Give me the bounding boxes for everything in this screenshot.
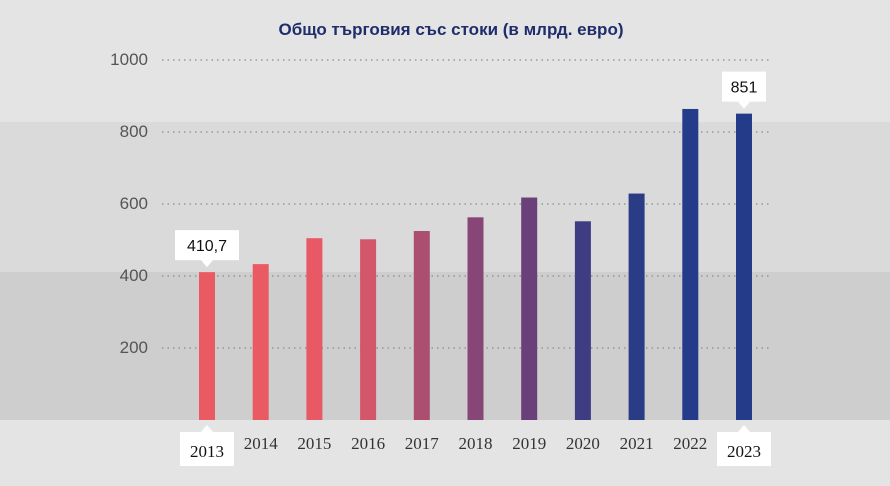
y-tick-label: 1000	[110, 50, 148, 69]
data-label: 410,7	[187, 238, 227, 255]
x-label-highlight-box	[180, 432, 234, 466]
x-tick-label: 2016	[351, 434, 385, 453]
y-tick-label: 600	[120, 194, 148, 213]
y-tick-label: 400	[120, 266, 148, 285]
bars	[199, 108, 752, 421]
x-tick-label: 2023	[727, 442, 761, 461]
bar-2015	[306, 238, 323, 420]
x-tick-label: 2020	[566, 434, 600, 453]
callout-box	[722, 71, 766, 102]
y-tick-label: 200	[120, 338, 148, 357]
bar-2013	[199, 272, 215, 420]
x-tick-label: 2013	[190, 442, 224, 461]
callout-pointer	[738, 101, 750, 109]
value-callouts: 410,7 851	[175, 71, 766, 268]
x-label-highlight-pointer	[738, 425, 750, 432]
y-tick-label: 800	[120, 122, 148, 141]
bar-2014	[252, 264, 269, 420]
chart-title: Общо търговия със стоки (в млрд. евро)	[278, 20, 623, 39]
bar-2017	[413, 231, 430, 420]
x-axis-ticks: 2013 2014 2015 2016 2017 2018 2019 2020 2021 2022…	[180, 425, 771, 466]
x-tick-label: 2014	[244, 434, 279, 453]
data-label: 851	[731, 80, 758, 97]
callout-pointer	[201, 260, 213, 268]
x-tick-label: 2022	[673, 434, 707, 453]
y-axis-ticks: 200 400 600 800 1000	[110, 50, 148, 357]
x-tick-label: 2018	[459, 434, 493, 453]
bar-2022	[682, 108, 699, 421]
bar-2023	[736, 113, 752, 420]
bar-2021	[628, 193, 645, 420]
x-label-highlight-pointer	[201, 425, 213, 432]
x-tick-label: 2019	[512, 434, 546, 453]
x-tick-label: 2017	[405, 434, 440, 453]
bar-2016	[360, 239, 377, 420]
bar-2018	[467, 217, 484, 420]
x-tick-label: 2015	[297, 434, 331, 453]
bar-2020	[574, 221, 591, 420]
callout-box	[175, 230, 239, 261]
x-label-highlight-box	[717, 432, 771, 466]
x-tick-label: 2021	[620, 434, 654, 453]
bar-2019	[521, 197, 538, 420]
